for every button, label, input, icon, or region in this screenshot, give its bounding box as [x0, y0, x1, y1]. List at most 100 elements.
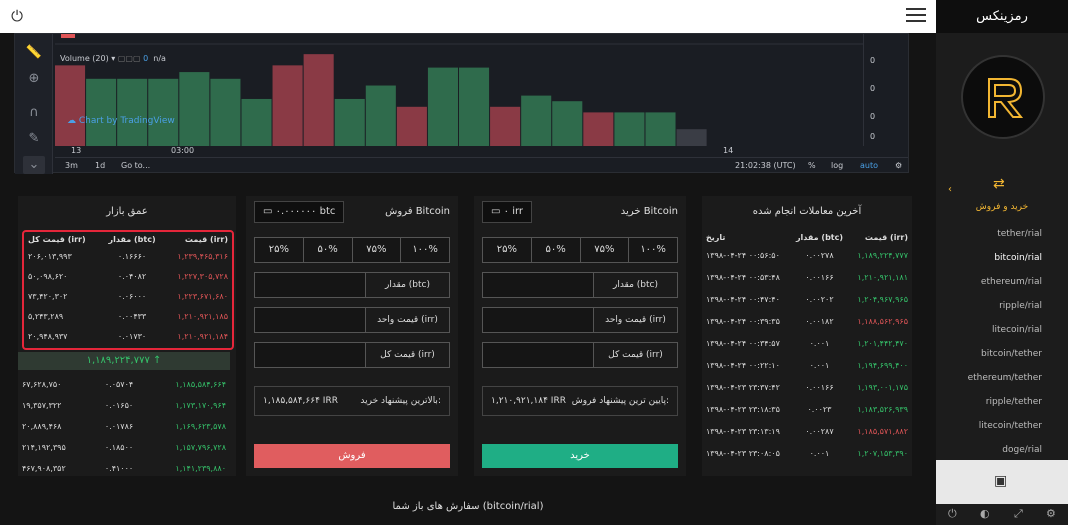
- table-row[interactable]: ۱۳۹۸-۰۴-۲۳ ۲۳:۱۳:۱۹ ۰.۰۰۲۸۷ ۱,۱۸۵,۵۷۱,۸۸۲: [702, 420, 912, 442]
- volume-bar: [459, 67, 490, 146]
- price-cell: ۱,۲۰۷,۱۵۳,۳۹۰: [857, 448, 908, 458]
- sidebar-item-tether-rial[interactable]: tether/rial: [997, 229, 1042, 239]
- sidebar-item-doge-rial[interactable]: doge/rial: [1002, 445, 1042, 455]
- buy-sell-section[interactable]: ⇄ ‹ خرید و فروش: [936, 168, 1068, 218]
- toolbar-scroll-down-icon[interactable]: ⌄: [23, 156, 45, 174]
- sell-pct-25[interactable]: ۲۵%: [255, 238, 304, 262]
- volume-bar: [179, 72, 210, 146]
- time-axis: 13 03:00 14: [55, 146, 863, 156]
- buy-pct-25[interactable]: ۲۵%: [483, 238, 532, 262]
- table-row[interactable]: ۱۳۹۸-۰۴-۲۴ ۰۰:۳۴:۵۷ ۰.۰۰۱ ۱,۲۰۱,۴۴۲,۴۷۰: [702, 332, 912, 354]
- sidebar: رمزینکس ⇄ ‹ خرید و فروش tether/rial bitco…: [936, 0, 1068, 525]
- sidebar-item-ripple-rial[interactable]: ripple/rial: [999, 301, 1042, 311]
- price-cell: ۱,۱۵۷,۷۹۶,۷۲۸: [175, 443, 226, 452]
- table-row[interactable]: ۲۰۶,۰۱۳,۹۹۳ ۰.۱۶۶۶۰ ۱,۲۳۹,۴۶۵,۳۱۶: [24, 246, 232, 266]
- price-cell: ۱,۱۸۸,۵۶۲,۹۶۵: [857, 316, 908, 326]
- table-row[interactable]: ۱۳۹۸-۰۴-۲۳ ۲۳:۱۸:۳۵ ۰.۰۰۲۳ ۱,۱۸۳,۵۲۶,۹۳۹: [702, 398, 912, 420]
- sidebar-item-litecoin-rial[interactable]: litecoin/rial: [992, 325, 1042, 335]
- axis-tick: 0: [870, 84, 876, 93]
- table-row[interactable]: ۱۹,۳۵۷,۳۲۲ ۰.۰۱۶۵۰ ۱,۱۷۳,۱۷۰,۹۶۴: [18, 395, 230, 416]
- price-cell: ۱,۱۷۳,۱۷۰,۹۶۴: [175, 401, 226, 410]
- buy-button[interactable]: خرید: [482, 444, 678, 468]
- price-chart[interactable]: 📏 ⊕ ∩ ✎ ⌄ Volume (20) ▾ ▢▢▢ 0 n/a ☁ Char…: [14, 33, 909, 174]
- buy-pct-100[interactable]: ۱۰۰%: [629, 238, 677, 262]
- table-row[interactable]: ۱۳۹۸-۰۴-۲۴ ۰۰:۵۳:۴۸ ۰.۰۰۱۶۶ ۱,۲۱۰,۹۲۱,۱۸۱: [702, 266, 912, 288]
- period-1d[interactable]: 1d: [95, 161, 106, 170]
- chart-settings-icon[interactable]: ⚙: [895, 161, 903, 170]
- price-cell: ۱,۱۹۳,۰۰۱,۱۷۵: [857, 382, 908, 392]
- sidebar-item-bitcoin-rial[interactable]: bitcoin/rial: [994, 253, 1042, 263]
- palette-icon[interactable]: ◐: [980, 507, 990, 520]
- amount-cell: ۰.۱۶۶۶۰: [117, 251, 147, 261]
- col-price: قیمت (irr): [184, 234, 228, 244]
- table-row[interactable]: ۲۱۴,۱۹۲,۳۹۵ ۰.۱۸۵۰۰ ۱,۱۵۷,۷۹۶,۷۲۸: [18, 437, 230, 458]
- hamburger-menu-icon[interactable]: [906, 8, 926, 24]
- sidebar-item-ethereum-rial[interactable]: ethereum/rial: [980, 277, 1042, 287]
- table-row[interactable]: ۲۰,۹۴۸,۹۳۷ ۰.۰۱۷۳۰ ۱,۲۱۰,۹۲۱,۱۸۴: [24, 326, 232, 346]
- table-row[interactable]: ۲۰,۸۸۹,۴۶۸ ۰.۰۱۷۸۶ ۱,۱۶۹,۶۲۳,۵۷۸: [18, 416, 230, 437]
- volume-bar: [272, 65, 303, 146]
- buy-pct-75[interactable]: ۷۵%: [580, 238, 630, 262]
- legend-settings-icons[interactable]: ▢▢▢: [117, 54, 141, 63]
- amount-cell: ۰.۰۱۷۳۰: [117, 331, 147, 341]
- log-toggle[interactable]: log: [831, 161, 844, 170]
- volume-na: n/a: [153, 54, 166, 63]
- price-cell: ۱,۲۰۴,۹۶۷,۹۶۵: [857, 294, 908, 304]
- table-row[interactable]: ۱۳۹۸-۰۴-۲۳ ۲۳:۳۷:۴۲ ۰.۰۰۱۶۶ ۱,۱۹۳,۰۰۱,۱۷۵: [702, 376, 912, 398]
- table-row[interactable]: ۱۳۹۸-۰۴-۲۴ ۰۰:۲۲:۱۰ ۰.۰۰۱ ۱,۱۹۴,۶۹۹,۴۰۰: [702, 354, 912, 376]
- sell-pct-75[interactable]: ۷۵%: [352, 238, 402, 262]
- table-row[interactable]: ۱۳۹۸-۰۴-۲۳ ۲۳:۰۸:۰۵ ۰.۰۰۱ ۱,۲۰۷,۱۵۳,۳۹۰: [702, 442, 912, 464]
- buy-amount-input[interactable]: [483, 273, 593, 297]
- goto-date[interactable]: Go to...: [121, 161, 151, 170]
- percent-toggle[interactable]: %: [808, 161, 816, 170]
- sell-amount-input[interactable]: [255, 273, 365, 297]
- volume-bar: [210, 78, 241, 146]
- period-3m[interactable]: 3m: [65, 161, 78, 170]
- volume-value: 0: [143, 54, 149, 63]
- table-row[interactable]: ۷۳,۴۲۰,۳۰۲ ۰.۰۶۰۰۰ ۱,۲۲۳,۶۷۱,۶۸۰: [24, 286, 232, 306]
- sell-pct-50[interactable]: ۵۰%: [303, 238, 353, 262]
- table-row[interactable]: ۱۳۹۸-۰۴-۲۴ ۰۰:۵۶:۵۰ ۰.۰۰۲۷۸ ۱,۱۸۹,۲۲۴,۷۷۷: [702, 244, 912, 266]
- buy-wallet-value: ۰ irr: [503, 206, 524, 217]
- tradingview-link[interactable]: ☁ Chart by TradingView: [67, 116, 175, 126]
- sell-button[interactable]: فروش: [254, 444, 450, 468]
- sell-total-input[interactable]: [255, 343, 365, 367]
- power-icon[interactable]: ⏻: [948, 507, 957, 520]
- buy-panel: خرید Bitcoin ▭ ۰ irr ۲۵% ۵۰% ۷۵% ۱۰۰% مق…: [474, 196, 686, 476]
- buy-pct-50[interactable]: ۵۰%: [531, 238, 581, 262]
- table-row[interactable]: ۵,۲۴۳,۲۸۹ ۰.۰۰۴۳۳ ۱,۲۱۰,۹۲۱,۱۸۵: [24, 306, 232, 326]
- sidebar-item-ethereum-tether[interactable]: ethereum/tether: [967, 373, 1042, 383]
- table-row[interactable]: ۱۳۹۸-۰۴-۲۴ ۰۰:۳۹:۳۵ ۰.۰۰۱۸۲ ۱,۱۸۸,۵۶۲,۹۶۵: [702, 310, 912, 332]
- table-row[interactable]: ۵۰,۰۹۸,۶۲۰ ۰.۰۴۰۸۲ ۱,۲۲۷,۳۰۵,۷۲۸: [24, 266, 232, 286]
- brand-logo: [961, 55, 1045, 139]
- table-row[interactable]: ۴۶۷,۹۰۸,۳۵۲ ۰.۴۱۰۰۰ ۱,۱۴۱,۲۳۹,۸۸۰: [18, 458, 230, 479]
- settings-icon[interactable]: ⚙: [1046, 507, 1056, 520]
- sidebar-item-ripple-tether[interactable]: ripple/tether: [985, 397, 1042, 407]
- sidebar-item-bitcoin-tether[interactable]: bitcoin/tether: [981, 349, 1042, 359]
- fullscreen-icon[interactable]: ⤢: [1014, 507, 1023, 520]
- table-row[interactable]: ۶۷,۶۲۸,۷۵۰ ۰.۰۵۷۰۴ ۱,۱۸۵,۵۸۴,۶۶۴: [18, 374, 230, 395]
- open-orders-bar[interactable]: سفارش های باز شما (bitcoin/rial): [0, 488, 936, 525]
- power-icon[interactable]: ⏻: [11, 7, 23, 25]
- col-amount: مقدار (btc): [795, 232, 844, 242]
- buy-unit-price-input[interactable]: [483, 308, 593, 332]
- table-row[interactable]: ۱۳۹۸-۰۴-۲۴ ۰۰:۴۷:۴۰ ۰.۰۰۲۰۲ ۱,۲۰۴,۹۶۷,۹۶۵: [702, 288, 912, 310]
- chevron-down-icon[interactable]: ▾: [111, 54, 116, 63]
- auto-toggle[interactable]: auto: [860, 161, 879, 170]
- sell-wallet-balance[interactable]: ▭ ۰.۰۰۰۰۰۰ btc: [254, 201, 345, 223]
- lock-drawings-icon[interactable]: ✎: [28, 131, 40, 146]
- sell-unit-price-input[interactable]: [255, 308, 365, 332]
- sell-amount-field: مقدار (btc): [254, 272, 450, 298]
- wallet-button[interactable]: ▣: [936, 460, 1068, 504]
- magnet-icon[interactable]: ∩: [29, 105, 39, 120]
- buy-wallet-balance[interactable]: ▭ ۰ irr: [482, 201, 533, 223]
- ruler-icon[interactable]: 📏: [25, 45, 43, 60]
- sell-pct-100[interactable]: ۱۰۰%: [401, 238, 449, 262]
- amount-cell: ۰.۱۸۵۰۰: [104, 443, 134, 452]
- total-cell: ۱۹,۳۵۷,۳۲۲: [22, 401, 62, 410]
- zoom-in-icon[interactable]: ⊕: [28, 71, 40, 86]
- price-cell: ۱,۲۱۰,۹۲۱,۱۸۵: [177, 311, 228, 321]
- sidebar-item-litecoin-tether[interactable]: litecoin/tether: [978, 421, 1042, 431]
- chevron-left-icon[interactable]: ‹: [948, 184, 952, 195]
- buy-total-input[interactable]: [483, 343, 593, 367]
